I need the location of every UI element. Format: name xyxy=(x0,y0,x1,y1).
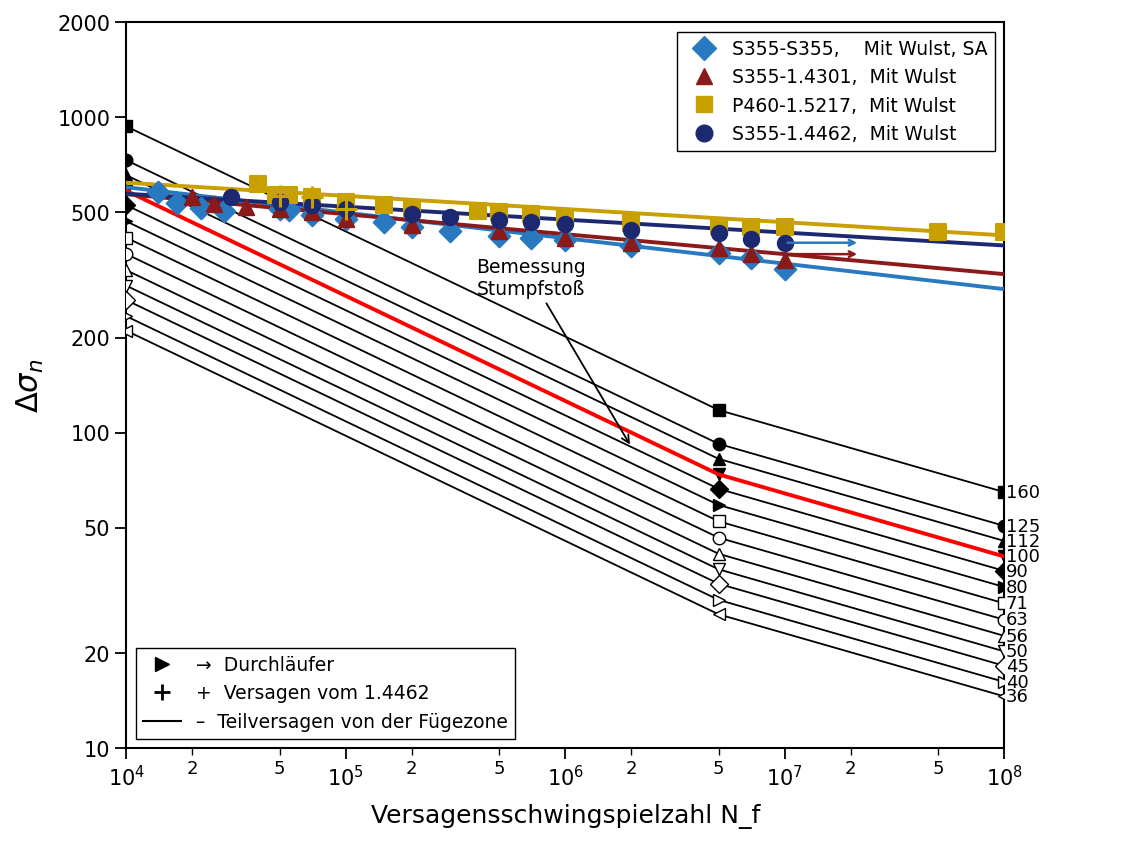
Point xyxy=(403,219,421,233)
Text: Bemessung
Stumpfstoß: Bemessung Stumpfstoß xyxy=(476,258,628,443)
Point xyxy=(775,263,793,277)
Text: 56: 56 xyxy=(1005,627,1028,645)
Point xyxy=(622,223,640,237)
Point xyxy=(167,196,185,210)
Point xyxy=(522,216,540,229)
Text: 40: 40 xyxy=(1005,673,1028,691)
Point xyxy=(149,185,167,199)
Point xyxy=(995,226,1013,239)
Point xyxy=(622,237,640,250)
Point xyxy=(279,189,297,202)
Point xyxy=(441,211,459,224)
Point xyxy=(267,189,285,202)
Point xyxy=(775,254,793,267)
Point xyxy=(237,201,255,214)
Point xyxy=(742,233,760,246)
Point xyxy=(303,206,321,219)
Point xyxy=(742,220,760,234)
Point xyxy=(709,242,727,255)
Point xyxy=(490,225,508,239)
Point xyxy=(222,191,240,204)
Text: 112: 112 xyxy=(1005,532,1040,550)
Point xyxy=(522,232,540,245)
Point xyxy=(215,205,233,218)
Point xyxy=(204,198,222,212)
Point xyxy=(192,201,210,215)
Text: 160: 160 xyxy=(1005,483,1039,502)
Text: 80: 80 xyxy=(1005,578,1028,596)
X-axis label: Versagensschwingspielzahl N_f: Versagensschwingspielzahl N_f xyxy=(370,803,760,828)
Point xyxy=(270,203,288,217)
Point xyxy=(490,214,508,228)
Point xyxy=(279,204,297,217)
Point xyxy=(183,191,201,204)
Point xyxy=(303,191,321,204)
Text: 125: 125 xyxy=(1005,518,1040,535)
Point xyxy=(557,217,574,231)
Legend: →  Durchläufer, +  Versagen vom 1.4462, –  Teilversagen von der Fügezone: → Durchläufer, + Versagen vom 1.4462, – … xyxy=(136,648,515,738)
Point xyxy=(441,225,459,239)
Text: 100: 100 xyxy=(1005,548,1039,566)
Point xyxy=(303,199,321,212)
Point xyxy=(270,203,288,217)
Point xyxy=(249,178,267,191)
Point xyxy=(337,213,355,227)
Point xyxy=(557,232,574,245)
Point xyxy=(522,208,540,222)
Point xyxy=(775,220,793,234)
Point xyxy=(557,211,574,224)
Point xyxy=(557,234,574,247)
Text: 45: 45 xyxy=(1005,657,1029,675)
Y-axis label: $\Delta\sigma_n$: $\Delta\sigma_n$ xyxy=(15,358,46,412)
Point xyxy=(403,220,421,234)
Point xyxy=(490,230,508,244)
Text: 71: 71 xyxy=(1005,594,1028,613)
Point xyxy=(622,217,640,230)
Point xyxy=(375,216,393,229)
Point xyxy=(709,220,727,234)
Point xyxy=(337,202,355,216)
Point xyxy=(403,203,421,217)
Point xyxy=(709,246,727,260)
Point xyxy=(303,209,321,223)
Point xyxy=(929,226,947,239)
Point xyxy=(490,206,508,219)
Point xyxy=(337,196,355,209)
Point xyxy=(375,199,393,212)
Text: 36: 36 xyxy=(1005,688,1028,706)
Point xyxy=(469,205,487,218)
Point xyxy=(709,228,727,241)
Point xyxy=(622,240,640,254)
Point xyxy=(403,207,421,221)
Point xyxy=(742,248,760,261)
Point xyxy=(775,237,793,250)
Text: 50: 50 xyxy=(1005,642,1028,661)
Text: 63: 63 xyxy=(1005,611,1028,629)
Point xyxy=(742,252,760,266)
Point xyxy=(270,196,288,209)
Text: 90: 90 xyxy=(1005,562,1028,580)
Point xyxy=(337,213,355,227)
